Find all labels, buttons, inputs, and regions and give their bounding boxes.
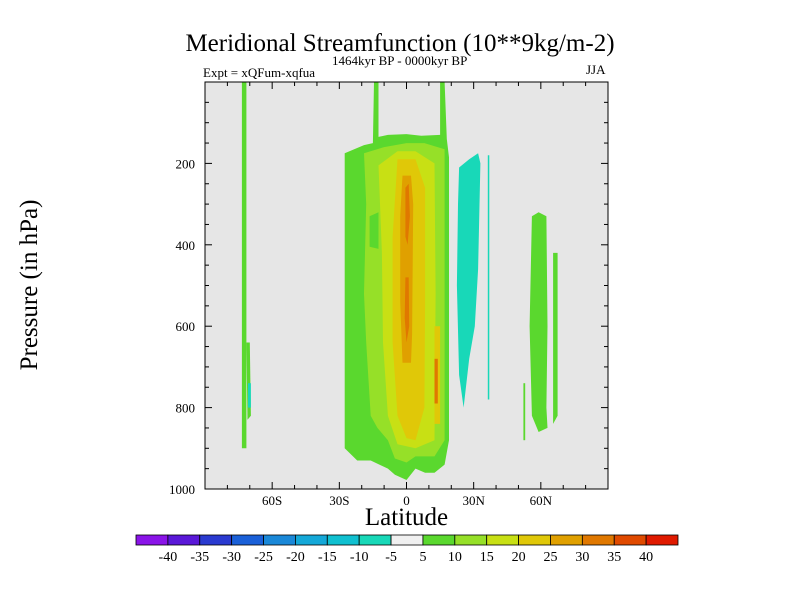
colorbar-label: -20 [286, 550, 305, 565]
contour-region-0 [241, 82, 247, 449]
y-tick-label: 400 [176, 238, 196, 253]
y-tick-label: 1000 [169, 482, 195, 497]
x-tick-label: 30S [329, 493, 349, 508]
contour-region-14 [248, 383, 251, 408]
colorbar-label: 15 [480, 550, 494, 565]
colorbar-swatch [581, 534, 615, 546]
contour-regions [241, 82, 558, 480]
colorbar-swatch [422, 534, 456, 546]
colorbar-label: -10 [350, 550, 369, 565]
colorbar-label: -15 [318, 550, 337, 565]
colorbar-label: -5 [385, 550, 397, 565]
contour-region-16 [553, 252, 558, 424]
contour-region-7 [400, 175, 414, 363]
colorbar-label: 5 [419, 550, 426, 565]
contour-region-9 [404, 277, 410, 343]
colorbar-label: -25 [254, 550, 273, 565]
colorbar-swatch [358, 534, 392, 546]
colorbar-label: 25 [543, 550, 557, 565]
colorbar-label: -35 [190, 550, 209, 565]
contour-region-11 [434, 358, 438, 404]
colorbar-swatch [295, 534, 328, 546]
colorbar-swatch [390, 534, 424, 546]
y-ticks: 200 400 600 800 1000 [169, 81, 608, 497]
contour-region-17 [523, 383, 526, 441]
colorbar-swatch [199, 534, 233, 546]
contour-region-4 [369, 212, 379, 249]
colorbar-swatch [486, 534, 519, 546]
contour-region-8 [405, 183, 410, 245]
colorbar-swatch [613, 534, 647, 546]
colorbar-swatch [518, 534, 551, 546]
x-tick-label: 60N [530, 493, 553, 508]
y-tick-label: 200 [176, 156, 196, 171]
x-ticks: 60S 30S 0 30N 60N [204, 82, 609, 508]
y-tick-label: 800 [176, 401, 196, 416]
colorbar-label: -30 [222, 550, 241, 565]
experiment-label: Expt = xQFum-xqfua [203, 65, 316, 80]
colorbar-swatch [550, 534, 583, 546]
colorbar-label: 40 [639, 550, 653, 565]
colorbar-swatch [167, 534, 201, 546]
x-tick-label: 0 [403, 493, 410, 508]
chart-title: Meridional Streamfunction (10**9kg/m-2) [185, 30, 615, 57]
x-axis-label: Latitude [364, 504, 449, 531]
colorbar-label: 20 [512, 550, 526, 565]
colorbar-label: 35 [607, 550, 621, 565]
colorbar-swatch [135, 534, 169, 546]
contour-region-12 [456, 153, 481, 408]
colorbar-label: 10 [448, 550, 462, 565]
colorbar: -40 -35 -30 -25 -20 -15 -10 -5 5 10 15 20 25 30 35 40 [135, 534, 679, 565]
colorbar-swatch [645, 534, 679, 546]
contour-region-15 [529, 212, 548, 432]
colorbar-swatch [263, 534, 296, 546]
contour-region-13 [487, 155, 490, 400]
season-label: JJA [586, 62, 606, 77]
colorbar-swatch [326, 534, 360, 546]
y-tick-label: 600 [176, 319, 196, 334]
colorbar-label: 30 [575, 550, 589, 565]
colorbar-label: -40 [159, 550, 178, 565]
x-tick-label: 30N [462, 493, 485, 508]
colorbar-swatch [231, 534, 264, 546]
period-label: 1464kyr BP - 0000kyr BP [332, 53, 468, 68]
colorbar-swatch [454, 534, 488, 546]
x-tick-label: 60S [262, 493, 282, 508]
